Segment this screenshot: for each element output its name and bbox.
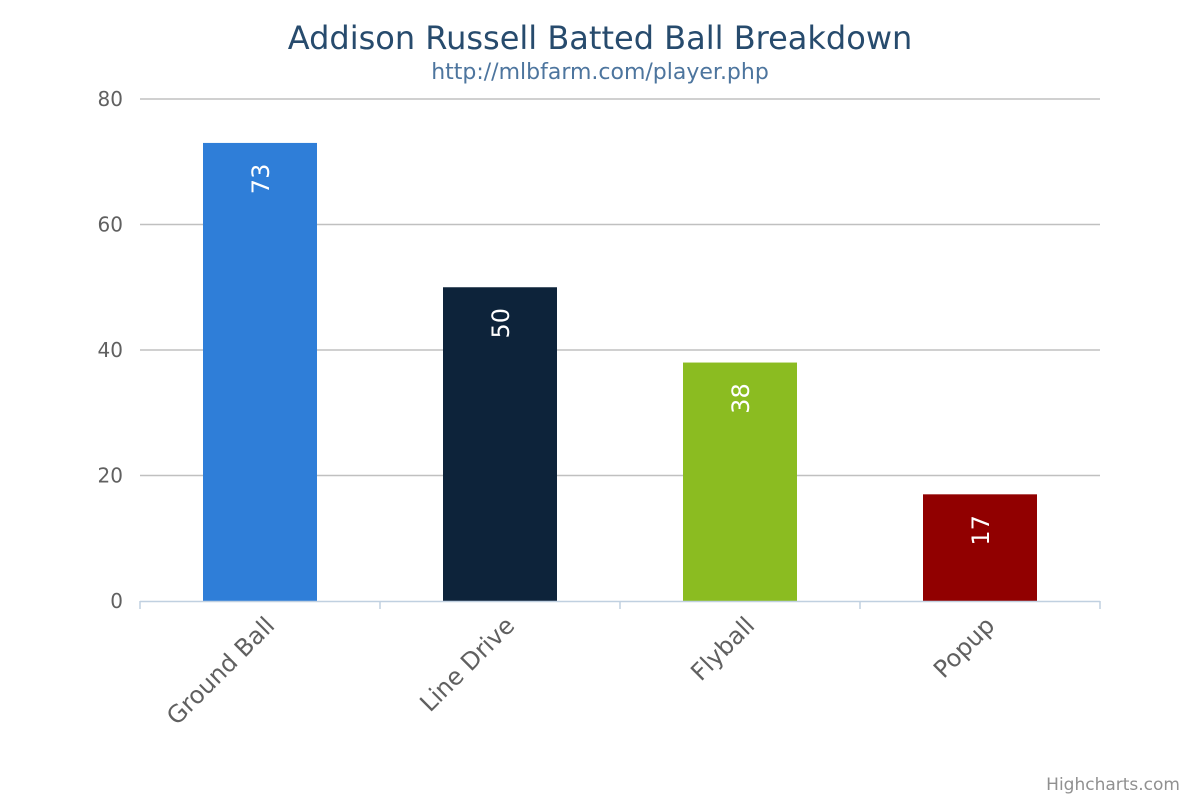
y-tick-label: 0 — [110, 589, 123, 613]
data-labels: 73 50 38 17 — [247, 164, 995, 546]
x-axis: Ground Ball Line Drive Flyball Popup — [139, 600, 1101, 731]
x-tick-label: Popup — [928, 611, 1000, 683]
data-label: 38 — [727, 383, 755, 414]
bars — [203, 142, 1037, 602]
y-axis: 0 20 40 60 80 — [98, 87, 123, 613]
data-label: 50 — [487, 308, 515, 339]
bar[interactable] — [203, 142, 317, 602]
x-tick-label: Ground Ball — [161, 611, 280, 730]
y-tick-label: 60 — [98, 213, 123, 237]
y-tick-label: 40 — [98, 338, 123, 362]
x-tick-label: Flyball — [685, 611, 760, 686]
x-tick-label: Line Drive — [414, 611, 520, 717]
data-label: 73 — [247, 164, 275, 195]
data-label: 17 — [967, 515, 995, 546]
y-tick-label: 80 — [98, 87, 123, 111]
bar[interactable] — [923, 494, 1037, 601]
bar[interactable] — [443, 287, 557, 601]
highcharts-credits-link[interactable]: Highcharts.com — [1046, 775, 1180, 795]
bar[interactable] — [683, 362, 797, 601]
chart-title: Addison Russell Batted Ball Breakdown — [288, 19, 913, 57]
chart-subtitle[interactable]: http://mlbfarm.com/player.php — [431, 60, 769, 85]
y-tick-label: 20 — [98, 464, 123, 488]
